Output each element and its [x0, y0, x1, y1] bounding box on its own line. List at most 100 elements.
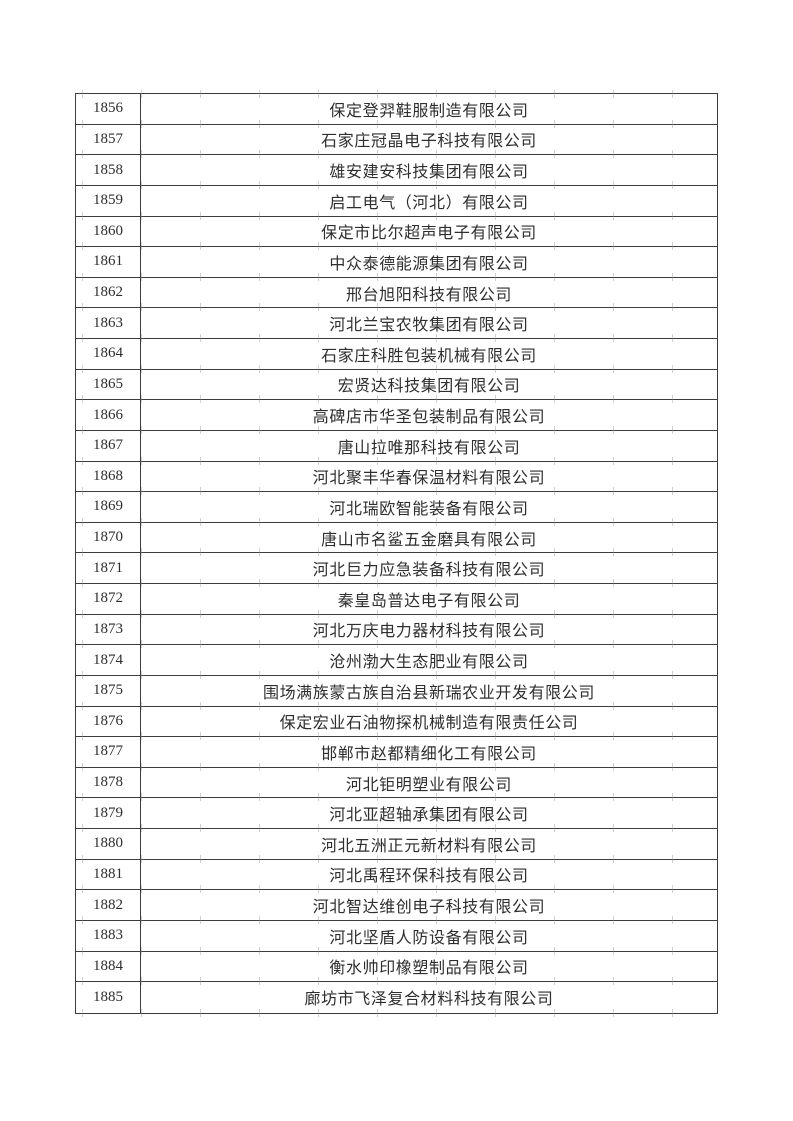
row-number: 1863: [93, 314, 123, 331]
row-number-cell: 1873: [76, 614, 141, 645]
table-row: 1870 唐山市名鲨五金磨具有限公司: [76, 522, 717, 556]
row-number: 1872: [93, 590, 123, 607]
row-number-cell: 1868: [76, 461, 141, 492]
table-row: 1856 保定登羿鞋服制造有限公司: [76, 90, 717, 128]
table-row: 1878 河北钜明塑业有限公司: [76, 767, 717, 801]
row-number-cell: 1882: [76, 890, 141, 920]
row-number: 1871: [93, 559, 123, 576]
company-name-cell: 河北万庆电力器材科技有限公司: [141, 615, 717, 645]
row-number: 1878: [93, 774, 123, 791]
row-number-cell: 1880: [76, 829, 141, 859]
company-name: 河北巨力应急装备科技有限公司: [312, 562, 546, 580]
row-number: 1860: [93, 222, 123, 239]
company-name-cell: 河北瑞欧智能装备有限公司: [141, 492, 717, 522]
row-number-cell: 1875: [76, 675, 141, 706]
company-name: 唐山市名鲨五金磨具有限公司: [321, 531, 537, 549]
row-number-cell: 1860: [76, 216, 141, 247]
company-name-cell: 河北坚盾人防设备有限公司: [141, 921, 717, 951]
row-number: 1862: [93, 284, 123, 301]
row-number: 1880: [93, 835, 123, 852]
table-row: 1860 保定市比尔超声电子有限公司: [76, 216, 717, 250]
row-number-cell: 1867: [76, 430, 141, 461]
row-number: 1884: [93, 957, 123, 974]
company-name: 启工电气（河北）有限公司: [329, 194, 529, 212]
table-row: 1882 河北智达维创电子科技有限公司: [76, 890, 717, 924]
company-name-cell: 河北兰宝农牧集团有限公司: [141, 308, 717, 338]
row-number-cell: 1863: [76, 308, 141, 338]
table-row: 1879 河北亚超轴承集团有限公司: [76, 798, 717, 832]
table-row: 1880 河北五洲正元新材料有限公司: [76, 829, 717, 863]
company-name-cell: 石家庄科胜包装机械有限公司: [141, 339, 717, 369]
row-number: 1857: [93, 130, 123, 147]
row-number-cell: 1884: [76, 951, 141, 982]
company-name: 河北瑞欧智能装备有限公司: [329, 500, 529, 518]
row-number: 1883: [93, 927, 123, 944]
company-name-cell: 唐山市名鲨五金磨具有限公司: [141, 523, 717, 553]
row-number-cell: 1876: [76, 706, 141, 737]
company-name: 中众泰德能源集团有限公司: [329, 255, 529, 273]
table-row: 1868 河北聚丰华春保温材料有限公司: [76, 461, 717, 495]
company-name: 河北亚超轴承集团有限公司: [329, 807, 529, 825]
table-row: 1862 邢台旭阳科技有限公司: [76, 277, 717, 311]
company-name: 保定登羿鞋服制造有限公司: [329, 102, 529, 120]
company-name-cell: 秦皇岛普达电子有限公司: [141, 584, 717, 614]
table-row: 1877 邯郸市赵都精细化工有限公司: [76, 737, 717, 771]
company-name-cell: 河北钜明塑业有限公司: [141, 768, 717, 798]
company-name-cell: 保定宏业石油物探机械制造有限责任公司: [141, 707, 717, 737]
company-name-cell: 河北亚超轴承集团有限公司: [141, 798, 717, 828]
company-name-cell: 河北智达维创电子科技有限公司: [141, 890, 717, 920]
row-number: 1885: [93, 988, 123, 1005]
table-row: 1884 衡水帅印橡塑制品有限公司: [76, 951, 717, 985]
company-table: 1856 保定登羿鞋服制造有限公司 1857 石家庄冠晶电子科技有限公司 185…: [75, 90, 718, 1017]
table-row: 1874 沧州渤大生态肥业有限公司: [76, 645, 717, 679]
table-row: 1865 宏贤达科技集团有限公司: [76, 369, 717, 403]
company-name: 石家庄冠晶电子科技有限公司: [321, 133, 537, 151]
row-number: 1859: [93, 192, 123, 209]
company-name: 沧州渤大生态肥业有限公司: [329, 654, 529, 672]
company-name: 河北五洲正元新材料有限公司: [321, 837, 537, 855]
company-name-cell: 启工电气（河北）有限公司: [141, 186, 717, 216]
company-name-cell: 保定市比尔超声电子有限公司: [141, 217, 717, 247]
company-name-cell: 河北巨力应急装备科技有限公司: [141, 553, 717, 583]
company-name: 河北禹程环保科技有限公司: [329, 868, 529, 886]
company-name-cell: 高碑店市华圣包装制品有限公司: [141, 400, 717, 430]
company-name: 邯郸市赵都精细化工有限公司: [321, 745, 537, 763]
row-number: 1882: [93, 896, 123, 913]
row-number: 1870: [93, 529, 123, 546]
table-row: 1857 石家庄冠晶电子科技有限公司: [76, 124, 717, 158]
company-name: 河北智达维创电子科技有限公司: [312, 899, 546, 917]
row-number: 1861: [93, 253, 123, 270]
company-name-cell: 衡水帅印橡塑制品有限公司: [141, 952, 717, 982]
row-number-cell: 1871: [76, 553, 141, 583]
table-row: 1871 河北巨力应急装备科技有限公司: [76, 553, 717, 587]
company-name: 邢台旭阳科技有限公司: [345, 286, 512, 304]
company-name: 河北坚盾人防设备有限公司: [329, 929, 529, 947]
company-name: 高碑店市华圣包装制品有限公司: [312, 409, 546, 427]
company-name-cell: 河北五洲正元新材料有限公司: [141, 829, 717, 859]
row-number-cell: 1872: [76, 584, 141, 614]
row-number-cell: 1881: [76, 859, 141, 890]
company-name-cell: 围场满族蒙古族自治县新瑞农业开发有限公司: [141, 676, 717, 706]
company-name-cell: 邢台旭阳科技有限公司: [141, 278, 717, 308]
table-row: 1863 河北兰宝农牧集团有限公司: [76, 308, 717, 342]
row-number: 1868: [93, 467, 123, 484]
company-name: 保定宏业石油物探机械制造有限责任公司: [279, 715, 579, 733]
row-number-cell: 1874: [76, 645, 141, 675]
company-name: 雄安建安科技集团有限公司: [329, 164, 529, 182]
table-row: 1873 河北万庆电力器材科技有限公司: [76, 614, 717, 648]
row-number-cell: 1870: [76, 522, 141, 553]
row-number-cell: 1861: [76, 247, 141, 277]
row-number: 1869: [93, 498, 123, 515]
table-row: 1864 石家庄科胜包装机械有限公司: [76, 339, 717, 373]
company-name: 宏贤达科技集团有限公司: [337, 378, 521, 396]
table-row: 1866 高碑店市华圣包装制品有限公司: [76, 400, 717, 434]
company-name-cell: 廊坊市飞泽复合材料科技有限公司: [141, 982, 717, 1013]
row-number-cell: 1866: [76, 400, 141, 430]
company-name: 保定市比尔超声电子有限公司: [321, 225, 537, 243]
row-number: 1865: [93, 375, 123, 392]
row-number: 1876: [93, 712, 123, 729]
company-name: 河北兰宝农牧集团有限公司: [329, 317, 529, 335]
table-row: 1872 秦皇岛普达电子有限公司: [76, 584, 717, 618]
row-number-cell: 1878: [76, 767, 141, 798]
table-row: 1876 保定宏业石油物探机械制造有限责任公司: [76, 706, 717, 740]
